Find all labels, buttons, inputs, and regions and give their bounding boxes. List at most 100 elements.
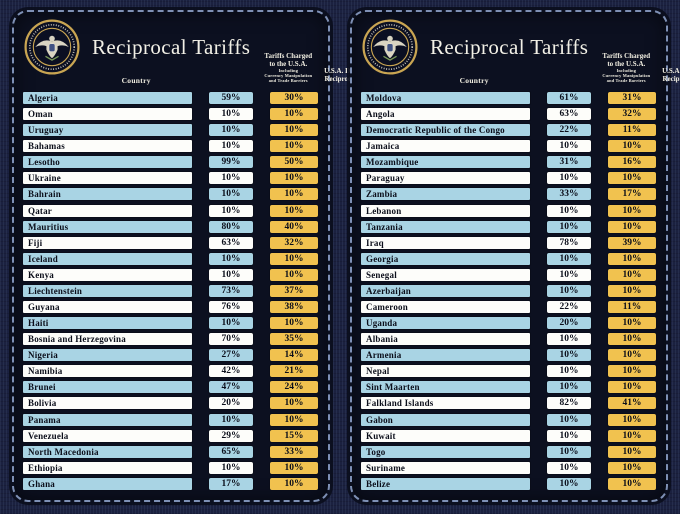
discounted-tariff-cell: 10% — [607, 171, 657, 186]
tariff-charged-cell: 42% — [208, 364, 254, 379]
discounted-tariff-cell: 15% — [269, 428, 319, 443]
country-cell: North Macedonia — [22, 444, 193, 459]
discounted-tariff-cell: 10% — [269, 171, 319, 186]
country-cell: Angola — [360, 107, 531, 122]
country-cell: Venezuela — [22, 428, 193, 443]
discounted-tariff-cell: 30% — [269, 91, 319, 105]
tariff-charged-cell: 10% — [546, 476, 592, 491]
column-header-country: Country — [121, 76, 151, 85]
discounted-tariff-cell: 10% — [269, 251, 319, 266]
tariff-charged-cell: 63% — [546, 107, 592, 122]
country-cell: Georgia — [360, 251, 531, 266]
table-row: Paraguay 10% 10% — [360, 171, 657, 186]
country-cell: Fiji — [22, 235, 193, 250]
tariff-charged-cell: 31% — [546, 155, 592, 170]
tariff-charged-cell: 10% — [208, 171, 254, 186]
discounted-tariff-cell: 50% — [269, 155, 319, 170]
column-header-tariffs-charged: Tariffs Charged to the U.S.A. Including … — [264, 52, 313, 83]
table-row: Iraq 78% 39% — [360, 235, 657, 250]
column-header-country: Country — [459, 76, 489, 85]
country-cell: Nigeria — [22, 348, 193, 363]
tariff-charged-cell: 82% — [546, 396, 592, 411]
tariff-charged-cell: 10% — [546, 364, 592, 379]
country-cell: Albania — [360, 332, 531, 347]
tariff-charged-cell: 10% — [208, 123, 254, 138]
table-row: Namibia 42% 21% — [22, 364, 319, 379]
discounted-tariff-cell: 10% — [607, 251, 657, 266]
country-cell: Sint Maarten — [360, 380, 531, 395]
country-cell: Ethiopia — [22, 460, 193, 475]
table-row: Uruguay 10% 10% — [22, 123, 319, 138]
tariff-charged-cell: 10% — [208, 187, 254, 202]
table-row: Albania 10% 10% — [360, 332, 657, 347]
discounted-tariff-cell: 10% — [607, 460, 657, 475]
table-row: Mozambique 31% 16% — [360, 155, 657, 170]
discounted-tariff-cell: 11% — [607, 123, 657, 138]
country-cell: Bahrain — [22, 187, 193, 202]
discounted-tariff-cell: 10% — [607, 444, 657, 459]
discounted-tariff-cell: 10% — [607, 219, 657, 234]
discounted-tariff-cell: 32% — [607, 107, 657, 122]
table-row: Haiti 10% 10% — [22, 316, 319, 331]
table-row: Uganda 20% 10% — [360, 316, 657, 331]
table-row: Bahrain 10% 10% — [22, 187, 319, 202]
tariff-charged-cell: 10% — [546, 203, 592, 218]
table-row: Bolivia 20% 10% — [22, 396, 319, 411]
discounted-tariff-cell: 14% — [269, 348, 319, 363]
country-cell: Bahamas — [22, 139, 193, 154]
table-row: Azerbaijan 10% 10% — [360, 283, 657, 298]
table-row: Ethiopia 10% 10% — [22, 460, 319, 475]
table-row: Iceland 10% 10% — [22, 251, 319, 266]
country-cell: Iceland — [22, 251, 193, 266]
country-cell: Uruguay — [22, 123, 193, 138]
tariff-charged-cell: 78% — [546, 235, 592, 250]
country-cell: Panama — [22, 412, 193, 427]
country-cell: Moldova — [360, 91, 531, 105]
panel-title: Reciprocal Tariffs — [430, 34, 589, 59]
table-row: Belize 10% 10% — [360, 476, 657, 491]
tariff-charged-cell: 59% — [208, 91, 254, 105]
tariff-charged-cell: 10% — [546, 283, 592, 298]
discounted-tariff-cell: 10% — [607, 412, 657, 427]
country-cell: Togo — [360, 444, 531, 459]
discounted-tariff-cell: 10% — [269, 139, 319, 154]
country-cell: Nepal — [360, 364, 531, 379]
tariff-charged-cell: 99% — [208, 155, 254, 170]
tariff-charged-cell: 10% — [208, 203, 254, 218]
table-row: Armenia 10% 10% — [360, 348, 657, 363]
table-row: Cameroon 22% 11% — [360, 300, 657, 315]
country-cell: Algeria — [22, 91, 193, 105]
country-cell: Haiti — [22, 316, 193, 331]
discounted-tariff-cell: 35% — [269, 332, 319, 347]
tariff-charged-cell: 22% — [546, 123, 592, 138]
tariff-table-rows: Moldova 61% 31% Angola 63% 32% Democrati… — [360, 91, 657, 491]
discounted-tariff-cell: 10% — [269, 316, 319, 331]
table-row: Guyana 76% 38% — [22, 300, 319, 315]
discounted-tariff-cell: 10% — [269, 187, 319, 202]
table-row: Kuwait 10% 10% — [360, 428, 657, 443]
discounted-tariff-cell: 10% — [269, 460, 319, 475]
discounted-tariff-cell: 10% — [607, 364, 657, 379]
discounted-tariff-cell: 10% — [269, 107, 319, 122]
table-row: Ukraine 10% 10% — [22, 171, 319, 186]
tariff-charged-cell: 29% — [208, 428, 254, 443]
table-row: Angola 63% 32% — [360, 107, 657, 122]
reciprocal-tariffs-panel-right: Reciprocal Tariffs Country Tariffs Charg… — [350, 10, 680, 502]
discounted-tariff-cell: 11% — [607, 300, 657, 315]
presidential-seal-icon — [362, 19, 418, 75]
tariff-charged-cell: 20% — [546, 316, 592, 331]
table-row: Fiji 63% 32% — [22, 235, 319, 250]
table-row: Jamaica 10% 10% — [360, 139, 657, 154]
panel-title: Reciprocal Tariffs — [92, 34, 251, 59]
tariff-charged-cell: 10% — [546, 380, 592, 395]
country-cell: Liechtenstein — [22, 283, 193, 298]
table-row: North Macedonia 65% 33% — [22, 444, 319, 459]
tariff-charged-cell: 27% — [208, 348, 254, 363]
discounted-tariff-cell: 38% — [269, 300, 319, 315]
discounted-tariff-cell: 10% — [607, 267, 657, 282]
tariff-charged-cell: 80% — [208, 219, 254, 234]
country-cell: Guyana — [22, 300, 193, 315]
country-cell: Paraguay — [360, 171, 531, 186]
discounted-tariff-cell: 41% — [607, 396, 657, 411]
country-cell: Zambia — [360, 187, 531, 202]
